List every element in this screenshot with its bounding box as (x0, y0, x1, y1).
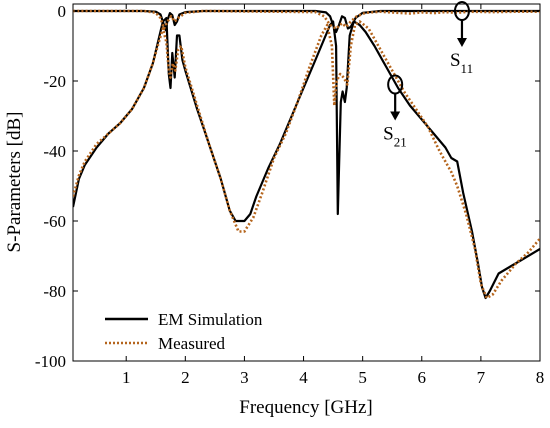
x-tick-label: 6 (418, 368, 427, 387)
y-tick-label: -100 (35, 352, 66, 371)
plot-area (72, 3, 541, 362)
x-axis-title: Frequency [GHz] (239, 397, 372, 418)
x-tick-label: 7 (477, 368, 486, 387)
legend-label-em-simulation: EM Simulation (158, 310, 263, 329)
x-tick-label: 3 (240, 368, 249, 387)
ticks-layer: 1 2 3 4 5 6 7 8 0 -20 -40 -60 -80 -100 (35, 2, 544, 387)
legend-label-measured: Measured (158, 334, 226, 353)
arrow-head-icon (456, 38, 467, 47)
series-line-em-simulation-s21 (73, 16, 540, 300)
annotation-label-subscript: 11 (461, 61, 474, 76)
x-tick-label: 4 (299, 368, 308, 387)
x-tick-label: 2 (181, 368, 190, 387)
annotation-label-main: S (383, 124, 394, 145)
y-tick-label: -20 (43, 72, 66, 91)
x-tick-label: 1 (122, 368, 131, 387)
series-line-measured-s21 (73, 20, 540, 300)
y-axis-title: S-Parameters [dB] (4, 112, 25, 253)
plot-frame (72, 3, 541, 362)
y-tick-label: 0 (58, 2, 67, 21)
x-tick-label: 8 (536, 368, 545, 387)
annotation-label-subscript: 21 (394, 135, 407, 150)
annotation-label-s21: S21 (383, 124, 407, 150)
arrow-head-icon (390, 111, 401, 121)
series-layer (73, 9, 540, 300)
annotation-label-main: S (450, 50, 461, 71)
x-tick-label: 5 (358, 368, 367, 387)
annotation-label-s11: S11 (450, 50, 473, 76)
y-tick-label: -40 (43, 142, 66, 161)
legend: EM Simulation Measured (105, 310, 263, 353)
y-tick-label: -60 (43, 212, 66, 231)
y-tick-label: -80 (43, 282, 66, 301)
